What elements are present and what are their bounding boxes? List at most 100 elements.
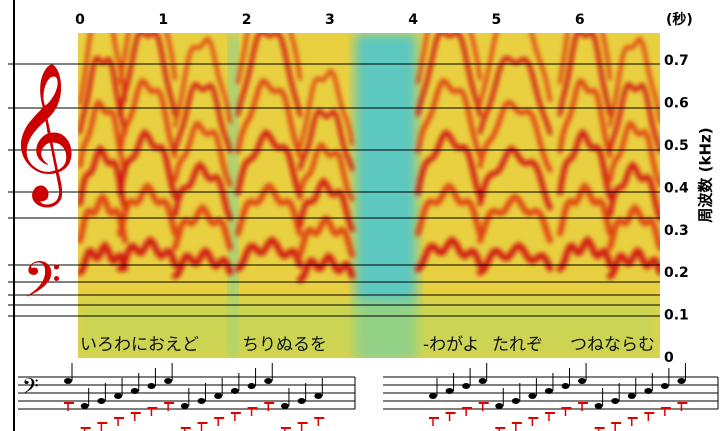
harmonic [607,160,660,222]
harmonic [78,192,128,244]
harmonic [556,235,614,273]
harmonic [298,68,354,150]
note-head [264,378,273,384]
x-axis-label: (秒) [666,11,693,28]
harmonic [78,144,128,211]
harmonic [235,78,303,159]
phrase-label: ちりぬるを [242,335,327,355]
note-head [561,383,570,389]
note-head [297,398,306,404]
y-tick-label: 0.1 [664,308,689,324]
harmonic [234,236,304,273]
phrase-label: いろわにおえど [80,335,199,355]
x-tick-label: 6 [575,12,585,28]
note-head [314,393,323,399]
x-tick-label: 3 [325,12,335,28]
harmonic [557,33,613,118]
harmonic [297,177,355,233]
x-tick-label: 2 [242,12,252,28]
harmonic [171,246,234,280]
harmonic [78,33,127,106]
harmonic [557,128,613,200]
harmonic [608,36,660,128]
x-tick-label: 0 [75,12,85,28]
x-tick-label: 4 [408,12,418,28]
harmonic [296,252,356,284]
note-head [644,388,653,394]
y-tick-label: 0.3 [664,223,689,239]
harmonic [173,36,232,128]
note-head [660,383,669,389]
treble-clef: 𝄞 [7,63,78,208]
harmonic [607,203,660,251]
harmonic [607,82,660,154]
harmonic [117,181,178,237]
note-head [544,388,553,394]
harmonic [172,161,233,222]
harmonic [415,33,483,118]
note-head [164,378,173,384]
y-axis-label: 周波数 (kHz) [697,127,715,222]
note-head [445,388,454,394]
y-tick-label: 0.6 [664,96,689,112]
harmonic [557,181,613,237]
note-head [114,393,123,399]
note-head [478,378,487,384]
note-head [495,403,504,409]
score: 𝄢 [18,363,719,431]
harmonic [117,128,178,200]
bass-clef: 𝄢 [23,252,62,322]
y-tick-label: 0 [664,350,674,366]
harmonic [414,236,484,273]
note-head [197,398,206,404]
y-tick-label: 0.5 [664,138,689,154]
harmonic [557,77,613,159]
harmonic [607,120,660,188]
x-tick-label: 5 [492,12,502,28]
note-head [511,398,520,404]
note-head [429,393,437,399]
harmonic [235,182,303,237]
harmonic [235,33,303,118]
staff-lines [8,63,660,317]
note-head [627,393,636,399]
harmonic [415,128,483,200]
note-head [180,403,189,409]
harmonic [478,33,552,106]
note-head [97,398,106,404]
note-head [130,388,139,394]
x-tick-label: 1 [158,12,168,28]
note-head [247,383,256,389]
bass-clef-small: 𝄢 [22,375,39,405]
y-tick-label: 0.2 [664,265,689,281]
harmonic [297,108,355,172]
phrase-label: -わがよ [423,335,479,355]
note-head [462,383,471,389]
note-head [677,378,686,384]
harmonic [235,128,303,200]
spectrogram [78,33,660,358]
harmonic [477,55,553,136]
harmonic [172,203,233,251]
y-tick-label: 0.4 [664,180,689,196]
note-head [594,403,603,409]
harmonic [172,120,233,188]
note-head [214,393,223,399]
harmonic [415,78,483,159]
harmonic [78,240,129,276]
note-head [147,383,156,389]
harmonic [117,33,178,118]
phrase-label: つねならむ [570,335,655,355]
harmonic [172,82,233,154]
harmonic [78,55,128,136]
harmonic [297,141,355,202]
note-head [230,388,239,394]
note-head [611,398,620,404]
note-head [64,378,72,384]
harmonic [477,145,553,211]
note-head [578,378,587,384]
note-head [80,403,89,409]
harmonic [606,246,660,280]
harmonic [476,241,554,276]
